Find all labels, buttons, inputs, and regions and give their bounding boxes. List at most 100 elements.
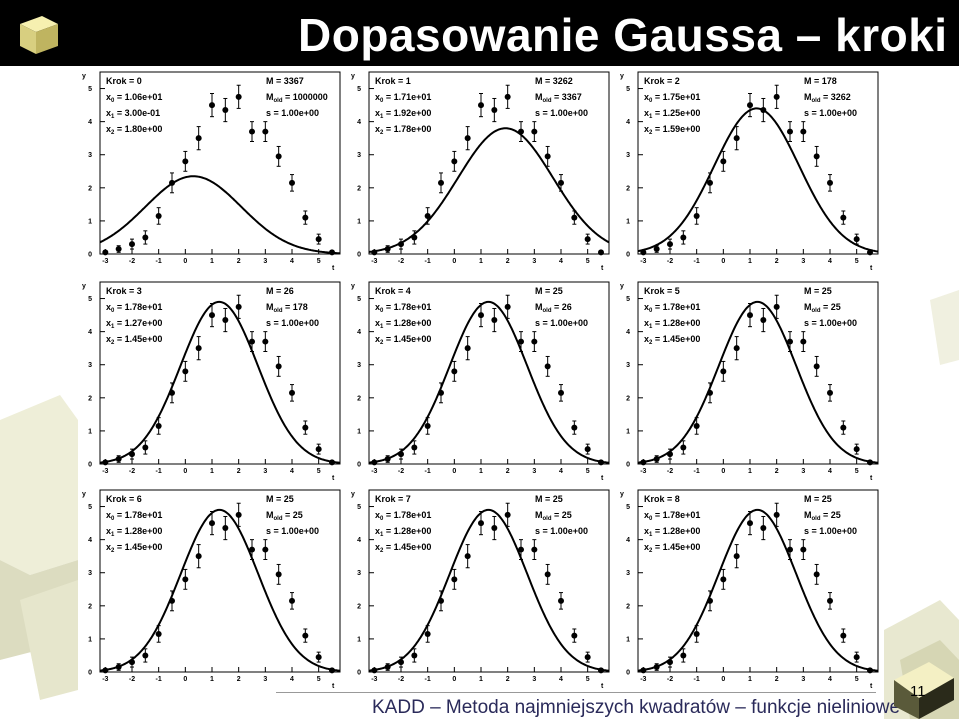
data-point	[451, 576, 458, 583]
y-tick-label: 3	[626, 362, 630, 369]
param-x0: x0 = 1.78e+01	[644, 302, 700, 314]
x-tick-label: 0	[183, 676, 187, 683]
param-Mold: Mold = 25	[804, 302, 841, 314]
x-tick-label: -1	[694, 676, 700, 683]
plot-frame	[368, 489, 610, 673]
param-s: s = 1.00e+00	[266, 526, 319, 536]
x-axis-label: t	[870, 265, 873, 272]
page-badge-icon	[894, 662, 954, 719]
data-point	[531, 338, 538, 345]
data-point	[169, 179, 175, 186]
data-point	[558, 389, 564, 396]
data-point	[129, 451, 135, 458]
data-point	[102, 249, 109, 256]
x-tick-label: 3	[801, 468, 805, 475]
x-tick-label: -3	[640, 676, 646, 683]
data-point	[840, 214, 847, 221]
y-tick-label: 5	[626, 86, 630, 93]
x-tick-label: -1	[156, 468, 162, 475]
x-tick-label: 5	[586, 258, 590, 265]
data-point	[544, 363, 551, 370]
data-point	[558, 179, 564, 186]
y-tick-label: 0	[626, 462, 630, 469]
y-tick-label: 1	[357, 218, 361, 225]
y-axis-label: y	[82, 283, 86, 290]
plot-frame	[99, 489, 341, 673]
data-point	[544, 153, 551, 160]
data-point	[195, 553, 202, 560]
data-point	[262, 338, 269, 345]
data-point	[169, 389, 175, 396]
chart-panel-6: -3 -2 -1 0 1 2 3 4 5 0 1 2 3 4 5 t y Krok = 6 x0 = 1.78e+0…	[82, 489, 341, 690]
x-tick-label: 1	[479, 258, 483, 265]
title-bar: Dopasowanie Gaussa – kroki	[0, 0, 959, 66]
data-point	[667, 659, 673, 666]
data-point	[289, 179, 295, 186]
fit-curve	[368, 300, 610, 464]
data-point	[411, 444, 418, 451]
x-tick-label: 2	[506, 468, 510, 475]
data-point	[289, 389, 295, 396]
x-tick-label: 5	[586, 676, 590, 683]
x-tick-label: 1	[210, 468, 214, 475]
x-tick-label: 5	[317, 258, 321, 265]
x-tick-label: -1	[156, 258, 162, 265]
data-point	[262, 546, 269, 553]
data-point	[598, 667, 604, 674]
data-point	[787, 338, 793, 345]
param-x1: x1 = 1.27e+00	[106, 318, 162, 330]
x-tick-label: 4	[559, 468, 563, 475]
step-label: Krok = 0	[106, 76, 142, 86]
param-s: s = 1.00e+00	[535, 318, 588, 328]
slide-footer: KADD – Metoda najmniejszych kwadratów – …	[372, 697, 901, 718]
data-point	[760, 525, 767, 532]
param-M: M = 3262	[535, 76, 573, 86]
data-point	[222, 107, 229, 114]
chart-panel-8: -3 -2 -1 0 1 2 3 4 5 0 1 2 3 4 5 t y Krok = 8 x0 = 1.78e+0…	[620, 489, 879, 690]
data-point	[275, 153, 282, 160]
x-tick-label: 4	[290, 468, 294, 475]
x-tick-label: 0	[721, 468, 725, 475]
x-tick-label: -2	[129, 258, 135, 265]
data-point	[478, 102, 484, 109]
step-label: Krok = 5	[644, 286, 680, 296]
param-x0: x0 = 1.78e+01	[106, 302, 162, 314]
y-tick-label: 5	[626, 296, 630, 303]
y-axis-label: y	[620, 283, 624, 290]
x-tick-label: -2	[398, 258, 404, 265]
y-tick-label: 5	[357, 504, 361, 511]
param-Mold: Mold = 26	[535, 302, 572, 314]
data-point	[571, 632, 578, 639]
x-axis-label: t	[332, 265, 335, 272]
data-point	[544, 571, 551, 578]
data-point	[464, 135, 471, 142]
x-tick-label: -3	[102, 676, 108, 683]
data-point	[491, 107, 498, 114]
param-x2: x2 = 1.45e+00	[106, 542, 162, 554]
x-tick-label: -1	[694, 258, 700, 265]
x-tick-label: 3	[263, 468, 267, 475]
data-point	[155, 630, 162, 637]
data-point	[640, 459, 647, 466]
data-point	[142, 444, 149, 451]
x-tick-label: 1	[210, 258, 214, 265]
y-tick-label: 3	[88, 362, 92, 369]
cube-logo-icon	[20, 16, 58, 54]
data-point	[504, 511, 511, 518]
x-axis-label: t	[332, 683, 335, 690]
param-Mold: Mold = 1000000	[266, 92, 328, 104]
y-tick-label: 2	[626, 603, 630, 610]
data-point	[853, 446, 860, 453]
chart-panel-1: -3 -2 -1 0 1 2 3 4 5 0 1 2 3 4 5 t y Krok = 1 x0 = 1.71e+0…	[351, 71, 610, 272]
data-point	[827, 597, 833, 604]
data-point	[371, 249, 378, 256]
param-M: M = 25	[535, 494, 563, 504]
param-x1: x1 = 1.28e+00	[106, 526, 162, 538]
data-point	[571, 214, 578, 221]
y-tick-label: 4	[88, 329, 92, 336]
y-tick-label: 3	[88, 152, 92, 159]
data-point	[707, 389, 713, 396]
x-tick-label: 2	[237, 258, 241, 265]
data-point	[249, 128, 255, 135]
x-tick-label: -3	[640, 468, 646, 475]
